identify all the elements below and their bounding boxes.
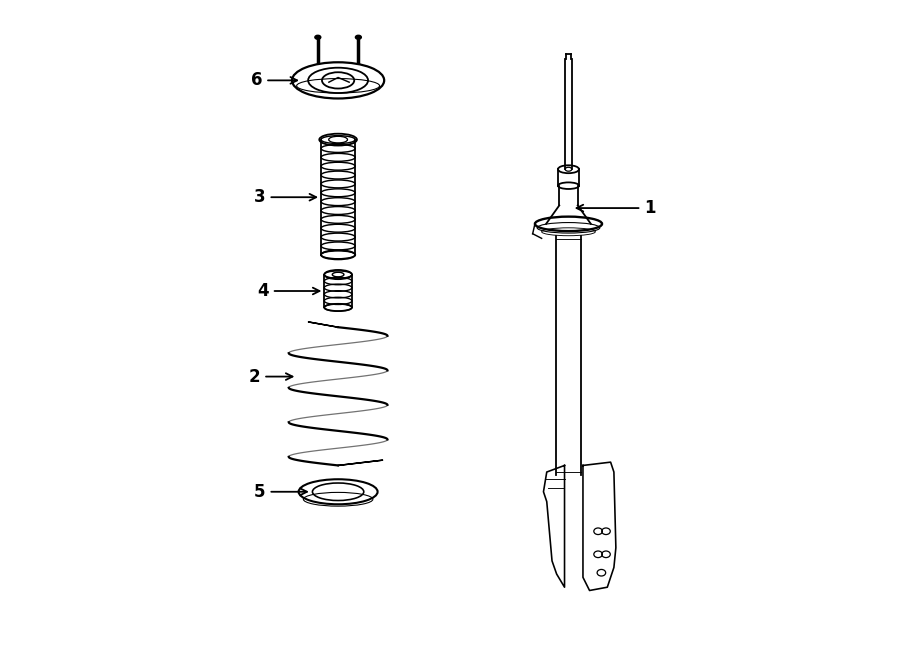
Ellipse shape [356,35,361,39]
Text: 3: 3 [254,188,316,206]
Text: 2: 2 [248,368,292,385]
Text: 6: 6 [251,71,297,89]
Text: 5: 5 [254,483,307,501]
Text: 1: 1 [577,199,656,217]
Text: 4: 4 [257,282,320,300]
Ellipse shape [315,35,320,39]
